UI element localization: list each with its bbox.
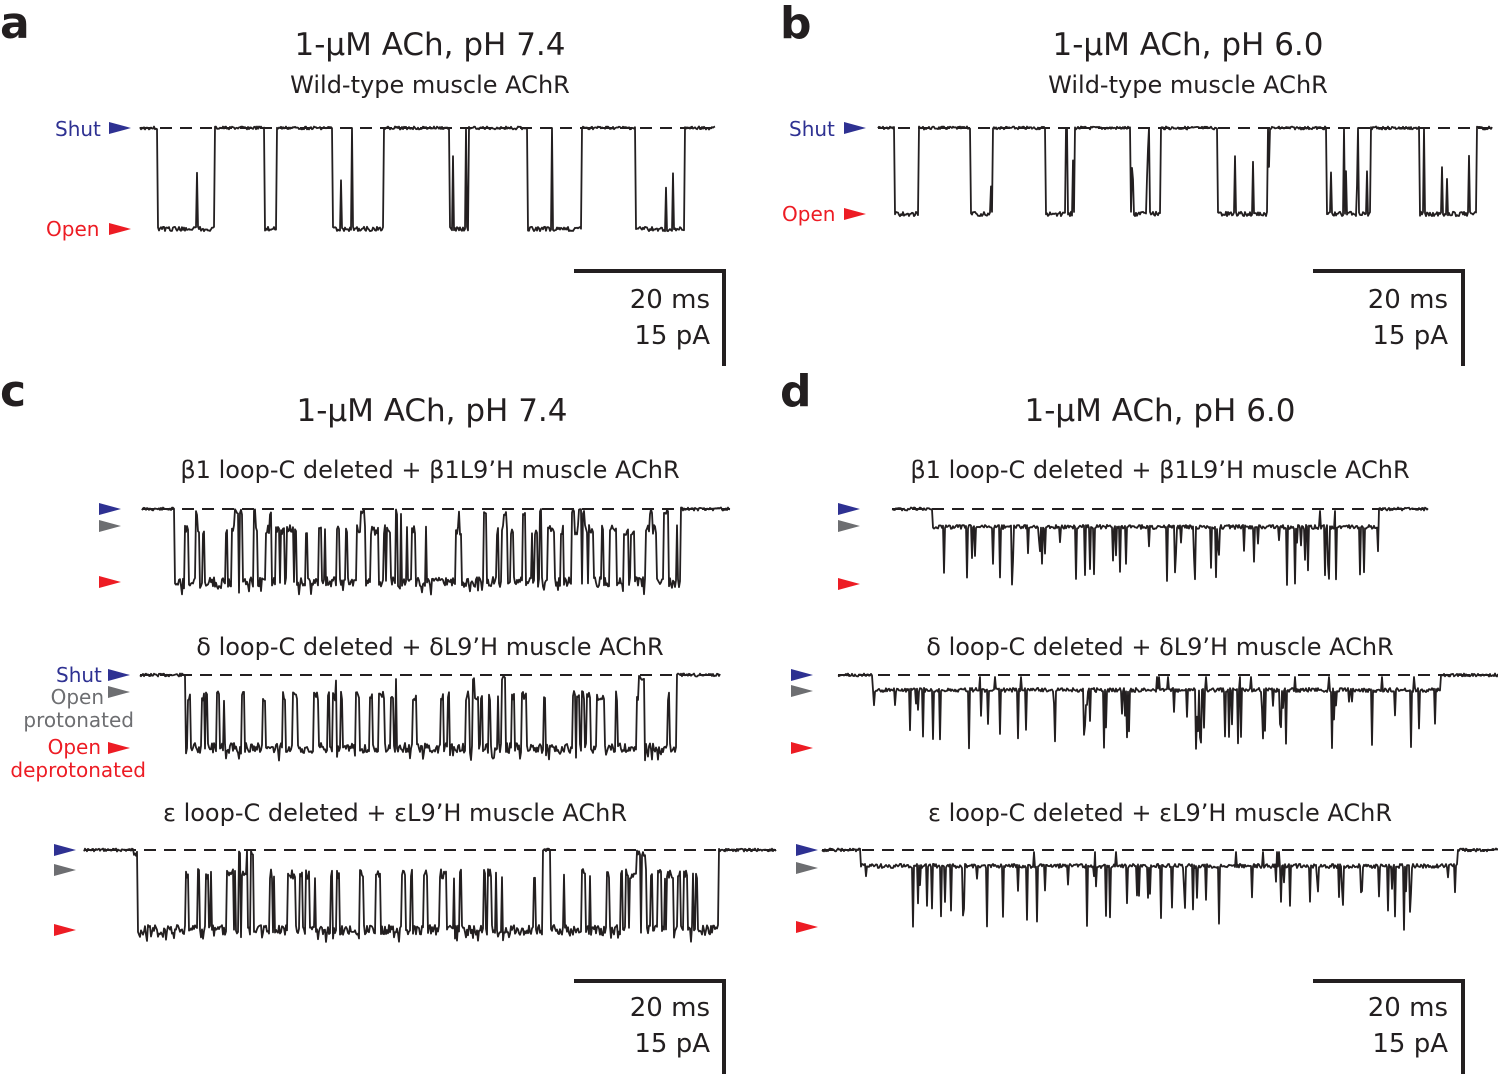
shut-arrow-icon <box>109 122 131 134</box>
scale-bars <box>574 269 1465 1074</box>
deprotonated-arrow-icon <box>796 921 818 933</box>
trace-title-d-beta1: β1 loop-C deleted + β1L9’H muscle AChR <box>910 456 1410 484</box>
deprotonated-arrow-icon <box>108 742 130 754</box>
scalebar-a-text: 20 ms 15 pA <box>560 282 710 354</box>
scalebar-current: 15 pA <box>634 1029 710 1059</box>
current-trace-d2 <box>837 672 1498 750</box>
scalebar-b-text: 20 ms 15 pA <box>1298 282 1448 354</box>
scalebar-time: 20 ms <box>629 285 710 315</box>
shut-arrow-icon <box>54 844 76 856</box>
legend-shut-c: Shut <box>56 663 102 687</box>
scalebar-time: 20 ms <box>1367 285 1448 315</box>
protonated-arrow-icon <box>838 520 860 532</box>
panel-c-title: 1-μM ACh, pH 7.4 <box>296 393 568 429</box>
panel-letter-b: b <box>780 0 812 49</box>
protonated-arrow-icon <box>99 520 121 532</box>
open-arrow-icon <box>844 208 866 220</box>
scalebar-c-text: 20 ms 15 pA <box>560 990 710 1062</box>
trace-title-d-epsilon: ε loop-C deleted + εL9’H muscle AChR <box>927 799 1393 827</box>
legend-open-protonated-2: protonated <box>23 708 134 732</box>
shut-arrow-icon <box>791 669 813 681</box>
shut-arrow-icon <box>99 503 121 515</box>
scalebar-d-text: 20 ms 15 pA <box>1298 990 1448 1062</box>
scalebar-d <box>1313 979 1465 1074</box>
legend-open-a: Open <box>46 217 100 241</box>
deprotonated-arrow-icon <box>838 578 860 590</box>
panel-a-title: 1-μM ACh, pH 7.4 <box>294 27 566 63</box>
scalebar-time: 20 ms <box>1367 993 1448 1023</box>
legend-shut-b: Shut <box>789 117 835 141</box>
scalebar-time: 20 ms <box>629 993 710 1023</box>
current-trace-c1 <box>141 506 731 596</box>
scalebar-current: 15 pA <box>1372 321 1448 351</box>
current-trace-a <box>139 125 716 233</box>
current-trace-c3 <box>83 847 777 943</box>
deprotonated-arrow-icon <box>791 742 813 754</box>
deprotonated-arrow-icon <box>99 576 121 588</box>
scalebar-a <box>574 269 726 366</box>
legend-shut-a: Shut <box>55 117 101 141</box>
deprotonated-arrow-icon <box>54 924 76 936</box>
level-arrows <box>54 122 866 936</box>
current-trace-b <box>877 125 1493 218</box>
protonated-arrow-icon <box>54 864 76 876</box>
current-trace-d1 <box>891 506 1429 586</box>
shut-arrow-icon <box>844 122 866 134</box>
trace-title-d-delta: δ loop-C deleted + δL9’H muscle AChR <box>926 633 1394 661</box>
scalebar-c <box>574 979 726 1074</box>
current-trace-d3 <box>821 847 1498 931</box>
scalebar-b <box>1313 269 1465 366</box>
legend-open-deprotonated-1: Open <box>47 735 101 759</box>
scalebar-current: 15 pA <box>1372 1029 1448 1059</box>
legend-open-b: Open <box>782 202 836 226</box>
trace-title-c-epsilon: ε loop-C deleted + εL9’H muscle AChR <box>162 799 628 827</box>
shut-arrow-icon <box>838 503 860 515</box>
scalebar-current: 15 pA <box>634 321 710 351</box>
legend-open-deprotonated-2: deprotonated <box>10 758 146 782</box>
protonated-arrow-icon <box>108 686 130 698</box>
single-channel-traces <box>83 125 1498 943</box>
trace-title-c-delta: δ loop-C deleted + δL9’H muscle AChR <box>196 633 664 661</box>
protonated-arrow-icon <box>791 685 813 697</box>
shut-arrow-icon <box>108 669 130 681</box>
panel-letter-c: c <box>0 366 27 417</box>
panel-d-title: 1-μM ACh, pH 6.0 <box>1024 393 1296 429</box>
open-arrow-icon <box>109 223 131 235</box>
panel-letter-a: a <box>0 0 30 49</box>
protonated-arrow-icon <box>796 862 818 874</box>
panel-b-subtitle: Wild-type muscle AChR <box>1048 71 1328 99</box>
panel-a-subtitle: Wild-type muscle AChR <box>290 71 570 99</box>
current-trace-c2 <box>139 672 721 762</box>
trace-title-c-beta1: β1 loop-C deleted + β1L9’H muscle AChR <box>180 456 680 484</box>
legend-open-protonated-1: Open <box>50 685 104 709</box>
panel-b-title: 1-μM ACh, pH 6.0 <box>1052 27 1324 63</box>
shut-arrow-icon <box>796 844 818 856</box>
panel-letter-d: d <box>780 366 812 417</box>
